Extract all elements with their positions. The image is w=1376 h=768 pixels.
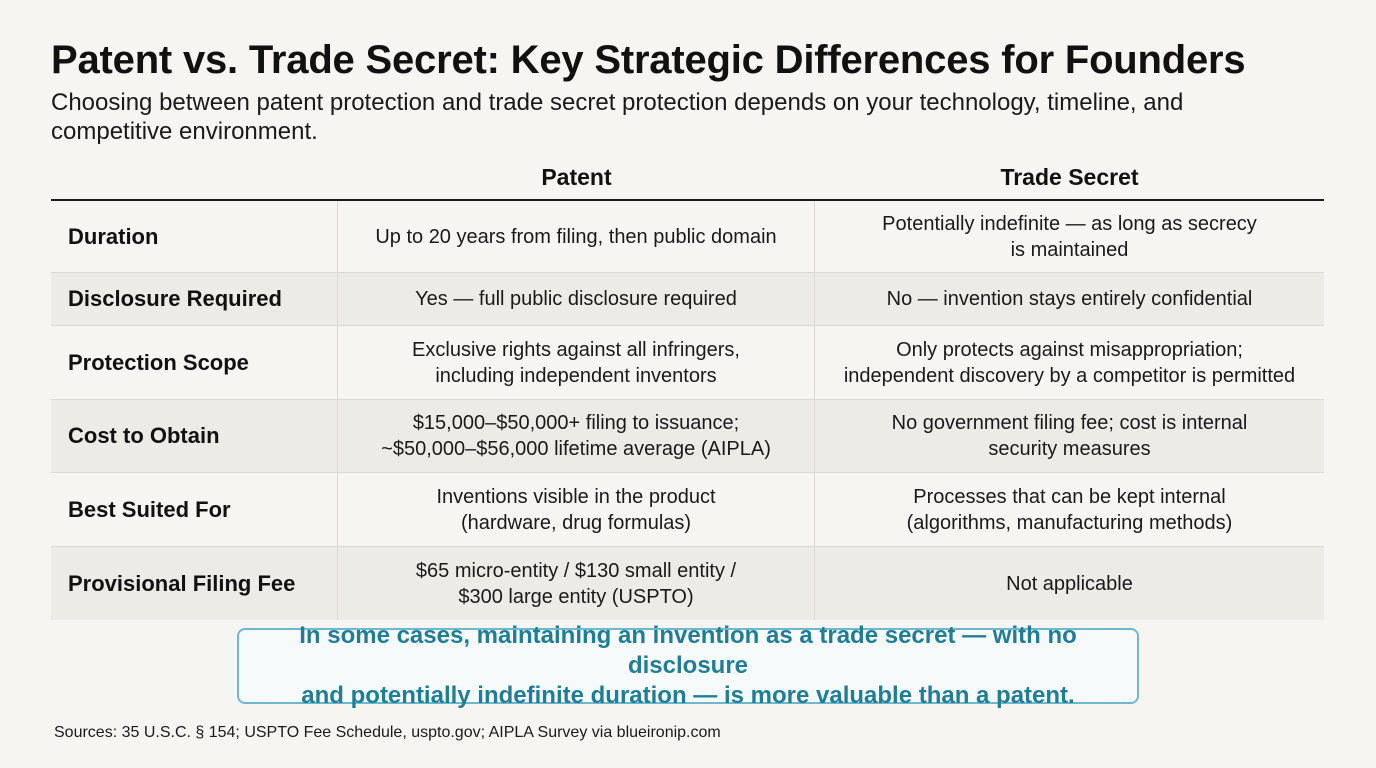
table-header: Patent Trade Secret	[51, 155, 1324, 201]
patent-cell-text: Yes — full public disclosure required	[415, 288, 737, 310]
trade-secret-cell-text: Only protects against misappropriation; …	[843, 338, 1296, 387]
trade-secret-cell: Not applicable	[815, 547, 1324, 620]
row-label: Protection Scope	[51, 326, 338, 399]
row-label: Best Suited For	[51, 473, 338, 546]
patent-cell-text: $15,000–$50,000+ filing to issuance; ~$5…	[381, 412, 771, 460]
patent-cell-text: Exclusive rights against all infringers,…	[412, 338, 740, 387]
table-row-disclosure: Disclosure Required Yes — full public di…	[51, 273, 1324, 326]
page-title: Patent vs. Trade Secret: Key Strategic D…	[51, 38, 1246, 82]
trade-secret-cell-text: No — invention stays entirely confidenti…	[886, 288, 1253, 310]
trade-secret-cell-text: Potentially indefinite — as long as secr…	[882, 212, 1257, 261]
table-row-best-suited: Best Suited For Inventions visible in th…	[51, 473, 1324, 547]
table-row-provisional-fee: Provisional Filing Fee $65 micro-entity …	[51, 547, 1324, 620]
trade-secret-cell-text: No government filing fee; cost is intern…	[891, 412, 1248, 460]
header-cell-patent: Patent	[541, 163, 612, 190]
patent-cell: Yes — full public disclosure required	[338, 273, 815, 325]
header-cell-trade-secret: Trade Secret	[1000, 163, 1139, 190]
patent-cell: $15,000–$50,000+ filing to issuance; ~$5…	[338, 400, 815, 472]
row-label: Duration	[51, 201, 338, 272]
trade-secret-cell: Only protects against misappropriation; …	[815, 326, 1324, 399]
trade-secret-cell-text: Not applicable	[1006, 572, 1133, 595]
patent-cell: $65 micro-entity / $130 small entity / $…	[338, 547, 815, 620]
row-label: Disclosure Required	[51, 273, 338, 325]
table-row-duration: Duration Up to 20 years from filing, the…	[51, 201, 1324, 273]
patent-cell: Inventions visible in the product (hardw…	[338, 473, 815, 546]
patent-cell-text: $65 micro-entity / $130 small entity / $…	[415, 559, 737, 608]
trade-secret-cell: No government filing fee; cost is intern…	[815, 400, 1324, 472]
row-label: Cost to Obtain	[51, 400, 338, 472]
patent-cell: Exclusive rights against all infringers,…	[338, 326, 815, 399]
patent-cell-text: Inventions visible in the product (hardw…	[436, 485, 716, 534]
trade-secret-cell: Processes that can be kept internal (alg…	[815, 473, 1324, 546]
patent-cell-text: Up to 20 years from filing, then public …	[375, 225, 777, 248]
key-insight-callout: In some cases, maintaining an invention …	[237, 622, 1139, 709]
row-label: Provisional Filing Fee	[51, 547, 338, 620]
trade-secret-cell-text: Processes that can be kept internal (alg…	[906, 485, 1233, 534]
comparison-table: Patent Trade Secret Duration Up to 20 ye…	[51, 155, 1324, 620]
trade-secret-cell: Potentially indefinite — as long as secr…	[815, 201, 1324, 272]
sources-footnote: Sources: 35 U.S.C. § 154; USPTO Fee Sche…	[54, 724, 721, 741]
table-row-scope: Protection Scope Exclusive rights agains…	[51, 326, 1324, 400]
patent-cell: Up to 20 years from filing, then public …	[338, 201, 815, 272]
table-row-cost: Cost to Obtain $15,000–$50,000+ filing t…	[51, 400, 1324, 473]
page-subtitle: Choosing between patent protection and t…	[51, 89, 1184, 145]
trade-secret-cell: No — invention stays entirely confidenti…	[815, 273, 1324, 325]
